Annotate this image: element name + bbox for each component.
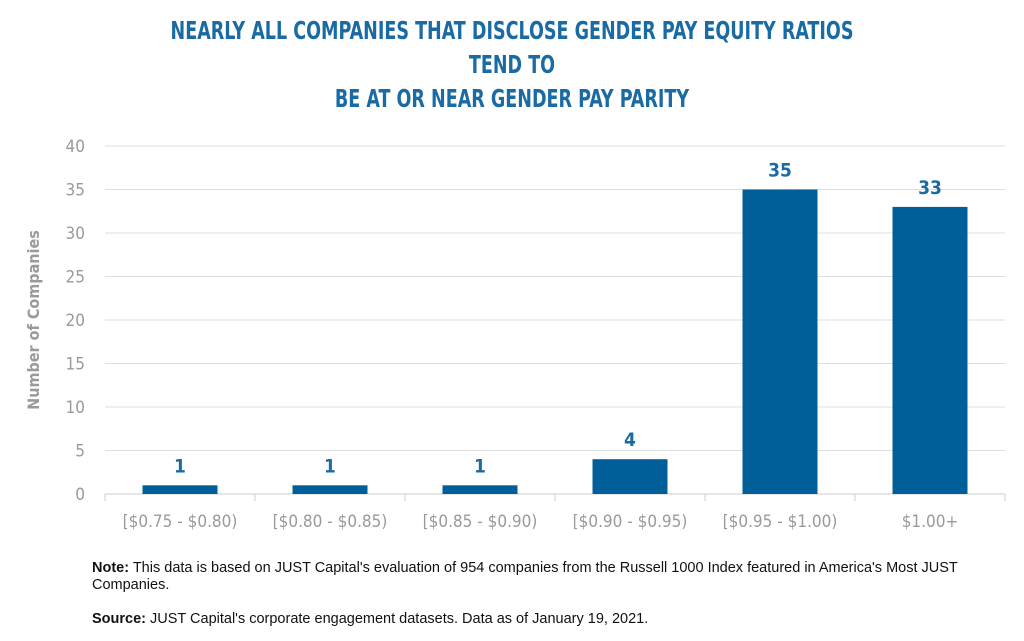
x-tick-label: $1.00+: [902, 512, 959, 532]
data-label: 4: [624, 429, 636, 451]
note-text: This data is based on JUST Capital's eva…: [92, 560, 958, 593]
chart-source: Source: JUST Capital's corporate engagem…: [92, 611, 992, 628]
x-tick-label: [$0.75 - $0.80): [123, 512, 238, 532]
chart-note: Note: This data is based on JUST Capital…: [92, 560, 992, 594]
source-text: JUST Capital's corporate engagement data…: [146, 611, 649, 627]
source-label: Source:: [92, 611, 146, 627]
chart-title-line-1: NEARLY ALL COMPANIES THAT DISCLOSE GENDE…: [170, 16, 854, 79]
y-tick-label: 25: [66, 268, 85, 288]
bar: [592, 459, 668, 494]
y-tick-label: 10: [66, 398, 85, 418]
data-label: 35: [768, 160, 792, 182]
x-tick-label: [$0.95 - $1.00): [723, 512, 838, 532]
data-label: 33: [918, 177, 942, 199]
y-tick-label: 5: [75, 442, 85, 462]
x-tick-label: [$0.90 - $0.95): [573, 512, 688, 532]
data-label: 1: [474, 455, 486, 477]
y-axis-title: Number of Companies: [24, 230, 43, 410]
y-tick-label: 30: [66, 224, 85, 244]
y-tick-label: 0: [75, 485, 85, 505]
x-tick-label: [$0.80 - $0.85): [273, 512, 388, 532]
bar: [892, 206, 968, 494]
x-tick-label: [$0.85 - $0.90): [423, 512, 538, 532]
bar: [292, 485, 368, 494]
y-tick-label: 35: [66, 181, 85, 201]
note-label: Note:: [92, 560, 130, 576]
bar: [442, 485, 518, 494]
data-label: 1: [324, 455, 336, 477]
chart-title-line-2: BE AT OR NEAR GENDER PAY PARITY: [334, 84, 690, 113]
bar-chart: 0 5 10 15 20 25 30 35 40 Number of Companies 1 [$0.…: [24, 137, 1006, 532]
y-tick-label: 20: [66, 311, 85, 331]
y-tick-label: 40: [66, 137, 85, 157]
chart-title: NEARLY ALL COMPANIES THAT DISCLOSE GENDE…: [159, 14, 864, 116]
data-label: 1: [174, 455, 186, 477]
bar: [742, 189, 818, 494]
y-tick-label: 15: [66, 355, 85, 375]
bar: [142, 485, 218, 494]
